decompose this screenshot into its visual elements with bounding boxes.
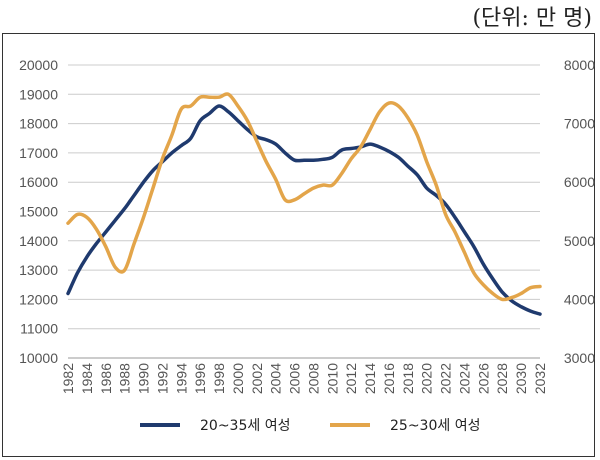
legend-label: 25~30세 여성 [390,418,480,434]
y-left-tick-label: 12000 [19,291,58,307]
x-tick-label: 1982 [60,363,76,394]
x-tick-label: 2010 [324,363,340,394]
unit-label: (단위: 만 명) [472,6,592,31]
y-right-tick-label: 5000 [564,233,595,249]
chart-frame [2,33,595,457]
x-tick-label: 1984 [79,363,95,394]
x-tick-label: 2006 [287,363,303,394]
y-left-tick-label: 13000 [19,262,58,278]
x-tick-label: 2000 [230,363,246,394]
y-left-tick-label: 17000 [19,145,58,161]
legend-label: 20~35세 여성 [200,418,290,434]
y-left-tick-label: 20000 [19,57,58,73]
x-tick-label: 2028 [494,363,510,394]
y-right-tick-label: 4000 [564,291,595,307]
y-right-tick-label: 3000 [564,350,595,366]
y-left-tick-label: 15000 [19,204,58,220]
x-tick-label: 1996 [192,363,208,394]
x-tick-label: 1988 [117,363,133,394]
x-tick-label: 2026 [475,363,491,394]
x-tick-label: 2004 [268,363,284,394]
x-tick-label: 1998 [211,363,227,394]
x-tick-label: 2014 [362,363,378,394]
series-line-20-35 [66,104,542,316]
x-tick-label: 1992 [154,363,170,394]
y-right-tick-label: 7000 [564,116,595,132]
x-tick-label: 2020 [419,363,435,394]
y-left-tick-label: 14000 [19,233,58,249]
y-left-tick-label: 11000 [20,321,58,337]
y-right-tick-label: 6000 [564,174,595,190]
series-line-25-30 [66,92,542,302]
y-right-tick-label: 8000 [564,57,595,73]
x-tick-label: 2012 [343,363,359,394]
x-tick-label: 2024 [456,363,472,394]
x-tick-label: 2002 [249,363,265,394]
y-left-tick-label: 18000 [19,116,58,132]
y-left-tick-label: 19000 [19,86,58,102]
y-left-tick-label: 10000 [19,350,58,366]
y-left-tick-label: 16000 [19,174,58,190]
x-tick-label: 2016 [381,363,397,394]
x-tick-label: 1990 [136,363,152,394]
x-tick-label: 1994 [173,363,189,394]
x-tick-label: 2032 [532,363,548,394]
x-tick-label: 1986 [98,363,114,394]
x-tick-label: 2030 [513,363,529,394]
x-tick-label: 2018 [400,363,416,394]
x-tick-label: 2022 [438,363,454,394]
x-tick-label: 2008 [305,363,321,394]
